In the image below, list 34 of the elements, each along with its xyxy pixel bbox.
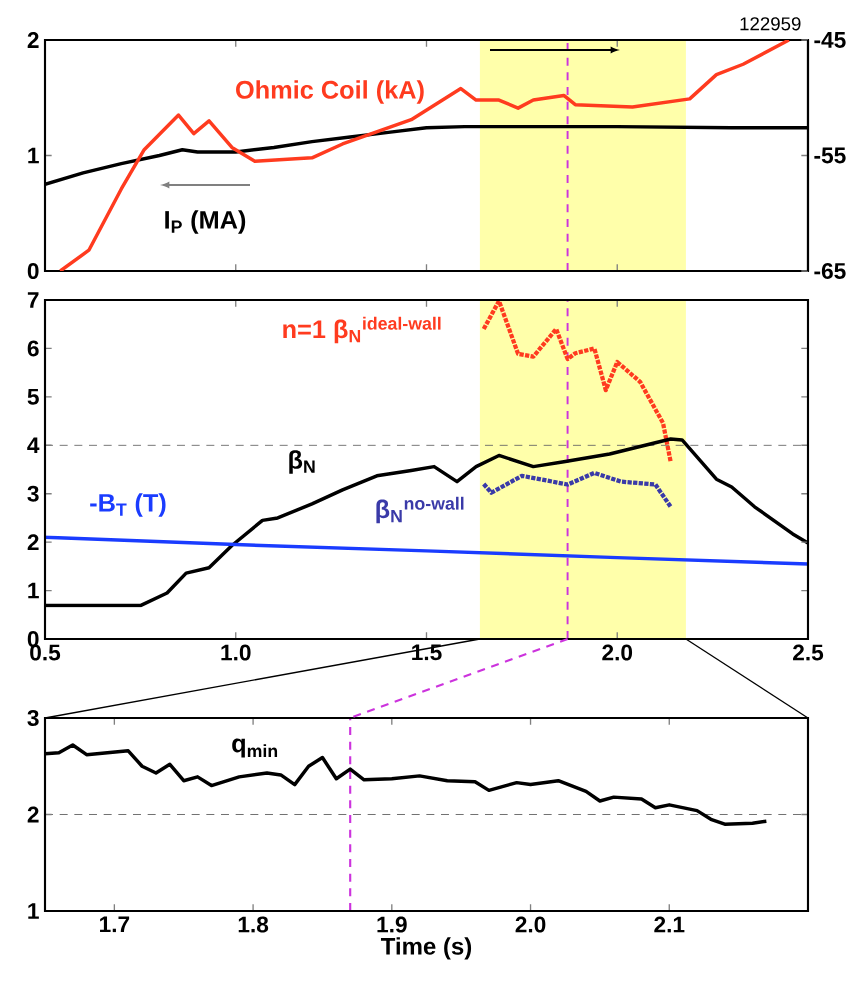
series-label: -B$_{T}$ (T)	[90, 493, 166, 517]
series-label: β$_{N}$no-wall	[376, 496, 464, 524]
y2-tick-label: -65	[814, 262, 846, 280]
x-tick-label: 1.8	[238, 916, 269, 933]
y-tick-label: 2	[27, 534, 39, 551]
series-label: q$_{min}$	[232, 738, 278, 758]
x-tick-label: 1.0	[221, 644, 251, 661]
y2-tick-label: -45	[814, 32, 846, 48]
x-tick-label: 1.9	[377, 916, 407, 933]
y-tick-label: 7	[27, 292, 39, 308]
series-label: β$_{N}$	[289, 450, 315, 474]
y-tick-label: 3	[27, 485, 39, 502]
x-tick-label: 2.1	[654, 916, 685, 933]
y-tick-label: 6	[27, 340, 39, 357]
text: I$_{P}$ (MA)	[165, 210, 246, 234]
y-tick-label: 2	[27, 806, 39, 823]
y-tick-label: 0	[27, 262, 39, 280]
x-axis-title: Time (s)	[380, 937, 472, 960]
y-tick-label: 5	[27, 388, 39, 405]
series-label: n=1 β$_{N}$ideal-wall	[283, 316, 441, 344]
x-tick-label: 2.5	[793, 644, 824, 661]
text: 122959	[740, 17, 801, 31]
y-tick-label: 3	[27, 709, 39, 727]
x-tick-label: 1.7	[100, 916, 130, 933]
y-tick-label: 1	[28, 147, 39, 164]
y2-tick-label: -55	[814, 147, 846, 164]
y-tick-label: 4	[27, 437, 40, 454]
y-tick-label: 1	[28, 903, 39, 919]
x-tick-label: 2.0	[515, 916, 546, 933]
x-tick-label: 2.0	[602, 644, 633, 661]
series-label: Ohmic Coil (kA)	[236, 80, 424, 104]
x-tick-label: 1.5	[412, 644, 442, 661]
y-tick-label: 1	[28, 582, 39, 599]
y-tick-label: 2	[27, 32, 39, 48]
